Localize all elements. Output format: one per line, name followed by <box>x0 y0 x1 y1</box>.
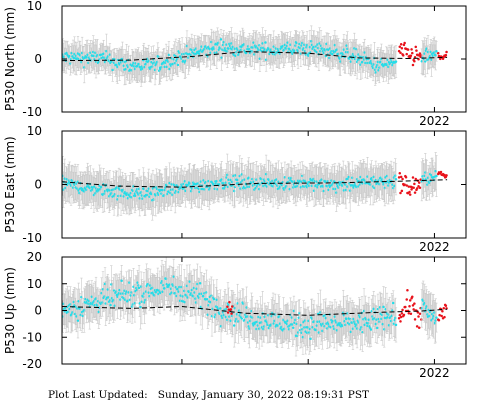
rapid-point <box>410 48 413 51</box>
rapid-point <box>404 175 408 179</box>
rapid-point <box>420 54 423 57</box>
rapid-point <box>439 170 443 174</box>
rapid-point <box>400 46 404 50</box>
final-point <box>435 50 438 53</box>
y-axis-label: P530 East (mm) <box>3 136 17 232</box>
rapid-point <box>411 51 414 55</box>
final-point <box>394 60 398 63</box>
final-point <box>176 63 180 67</box>
rapid-point <box>409 54 413 58</box>
y-axis-label: P530 North (mm) <box>3 7 17 111</box>
x-tick-label: 2022 <box>419 240 450 254</box>
rapid-point <box>397 176 401 179</box>
rapid-point <box>443 173 446 177</box>
rapid-point <box>414 45 418 49</box>
final-point <box>394 178 398 181</box>
final-point <box>435 174 438 178</box>
rapid-point <box>417 181 421 184</box>
final-point <box>137 286 141 290</box>
rapid-point <box>445 50 448 54</box>
rapid-point <box>413 182 416 186</box>
rapid-point <box>408 193 412 196</box>
rapid-point <box>406 48 410 51</box>
rapid-point <box>398 45 402 48</box>
final-point <box>198 282 202 285</box>
rapid-point <box>402 43 406 47</box>
rapid-point <box>439 57 442 61</box>
rapid-point <box>408 190 411 194</box>
final-point <box>167 53 171 57</box>
final-point <box>139 305 142 309</box>
trend-line <box>62 179 448 188</box>
final-point <box>111 68 114 72</box>
plot-area <box>62 25 448 87</box>
final-point <box>120 279 123 283</box>
rapid-point <box>399 175 403 179</box>
rapid-point <box>399 191 402 195</box>
rapid-point <box>397 49 401 53</box>
plot-area <box>62 257 448 357</box>
rapid-point <box>398 172 402 175</box>
rapid-point <box>413 59 416 63</box>
rapid-point <box>399 43 403 46</box>
y-tick-label: 0 <box>34 52 42 66</box>
rapid-point <box>418 186 422 189</box>
rapid-point <box>410 188 413 191</box>
rapid-point <box>415 49 418 52</box>
y-tick-label: 10 <box>27 124 42 138</box>
rapid-point <box>402 54 405 57</box>
y-tick-label: -10 <box>22 105 42 119</box>
rapid-point <box>414 177 418 181</box>
rapid-point <box>413 191 417 194</box>
chart-panel-1: -10 0 10 2022 P530 North (mm) <box>3 0 467 128</box>
final-point <box>76 319 80 322</box>
rapid-point <box>411 176 415 179</box>
y-tick-label: 10 <box>27 0 42 13</box>
final-point <box>109 303 112 307</box>
plot-area <box>62 152 448 221</box>
rapid-point <box>403 41 406 45</box>
y-tick-label: 0 <box>34 178 42 192</box>
final-point <box>219 38 223 41</box>
rapid-point <box>399 51 402 55</box>
rapid-point <box>444 53 448 57</box>
rapid-point <box>405 184 408 187</box>
rapid-point <box>418 52 422 55</box>
rapid-point <box>403 183 406 186</box>
rapid-point <box>400 189 404 193</box>
y-tick-label: -10 <box>22 231 42 245</box>
rapid-point <box>412 186 415 189</box>
rapid-point <box>436 51 440 55</box>
x-tick-label: 2022 <box>419 114 450 128</box>
chart-panel-2: -10 0 10 2022 P530 East (mm) <box>3 124 467 254</box>
rapid-point <box>405 52 408 56</box>
rapid-point <box>407 185 411 188</box>
rapid-point <box>411 63 415 67</box>
rapid-point <box>401 177 404 181</box>
rapid-point <box>415 187 419 190</box>
final-point <box>264 41 267 44</box>
rapid-point <box>445 174 448 177</box>
trend-line <box>62 51 448 62</box>
